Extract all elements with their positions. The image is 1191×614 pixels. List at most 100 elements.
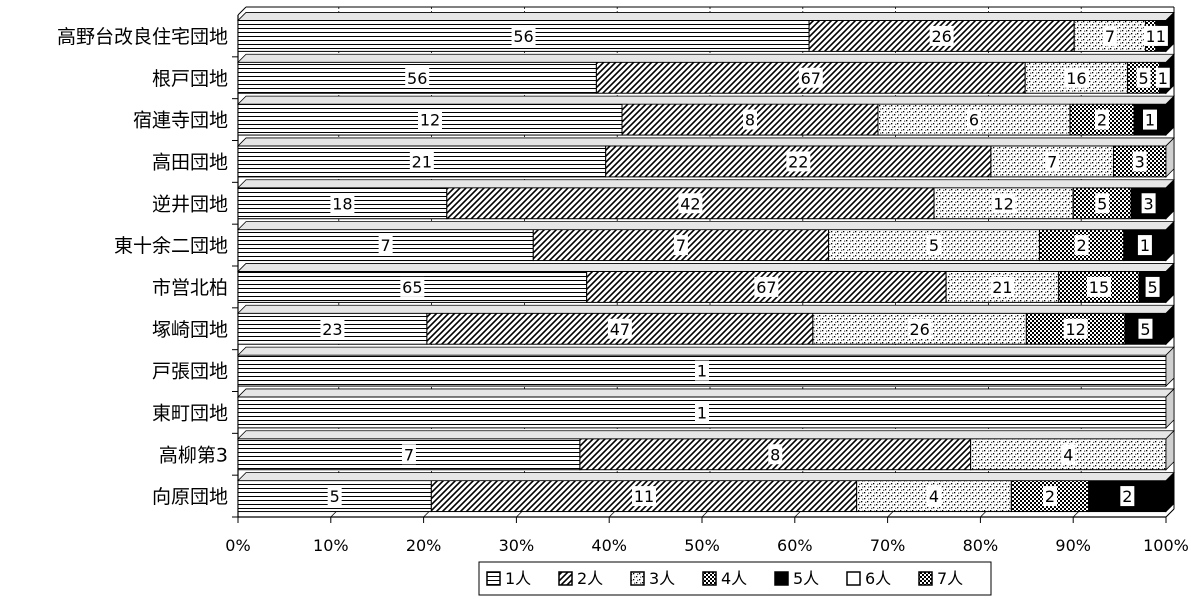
- data-label: 42: [680, 194, 700, 213]
- data-label-bg: [1061, 444, 1076, 465]
- data-label: 56: [407, 69, 427, 88]
- data-label-bg: [1120, 486, 1135, 507]
- x-tick-label: 100%: [1143, 536, 1189, 555]
- data-label: 1: [1156, 27, 1166, 46]
- data-label-bg: [1102, 25, 1117, 46]
- data-label-bg: [1045, 151, 1060, 172]
- bar-side-face: [1165, 262, 1175, 304]
- data-label-bg: [632, 486, 656, 507]
- legend-swatch: [846, 571, 861, 586]
- legend-label: 2人: [577, 569, 603, 588]
- data-label: 8: [770, 445, 780, 464]
- data-label: 56: [513, 27, 533, 46]
- legend-swatch: [702, 571, 717, 586]
- data-label: 1: [1145, 111, 1155, 130]
- bar-top-face: [237, 95, 1175, 105]
- category-label: 高柳第3: [159, 444, 228, 466]
- data-label-bg: [798, 67, 823, 88]
- bar-top-face: [237, 137, 1175, 147]
- data-label: 1: [1146, 27, 1156, 46]
- data-label-bg: [378, 235, 393, 256]
- legend-label: 4人: [721, 569, 747, 588]
- data-label: 1: [697, 403, 707, 422]
- data-label: 4: [929, 487, 939, 506]
- data-label: 5: [929, 236, 939, 255]
- bar-side-face: [1165, 429, 1175, 471]
- data-label: 5: [330, 487, 340, 506]
- x-tick-label: 50%: [684, 536, 720, 555]
- data-label-bg: [1153, 25, 1168, 46]
- data-label-bg: [1086, 276, 1111, 297]
- category-label: 高野台改良住宅団地: [57, 26, 228, 48]
- data-label-bg: [907, 318, 932, 339]
- legend-swatch: [486, 571, 501, 586]
- data-label: 22: [788, 152, 808, 171]
- data-label: 2: [1077, 236, 1087, 255]
- bar-side-face: [1165, 304, 1175, 346]
- legend-swatch: [918, 571, 933, 586]
- bars: 56 26 7 1 156 67 16 5 112 8 6 2 121 22 7 318 42 12 5 37 7 5 2 1…: [237, 11, 1175, 513]
- category-labels: 高野台改良住宅団地根戸団地宿連寺団地高田団地逆井団地東十余二団地市営北柏塚崎団地…: [57, 26, 238, 518]
- data-label-bg: [967, 109, 981, 130]
- data-label: 12: [993, 194, 1013, 213]
- bar-top-face: [237, 179, 1175, 189]
- data-label-bg: [1063, 318, 1088, 339]
- data-label: 7: [676, 236, 686, 255]
- bar-side-face: [1165, 178, 1175, 220]
- data-label-bg: [327, 486, 342, 507]
- data-label: 12: [1065, 320, 1085, 339]
- bar-side-face: [1165, 346, 1175, 388]
- data-label: 2: [1045, 487, 1055, 506]
- data-label: 4: [1063, 445, 1073, 464]
- data-label-bg: [1137, 235, 1152, 256]
- legend-label: 6人: [865, 569, 891, 588]
- bar-top-face: [237, 304, 1175, 314]
- data-label-bg: [786, 151, 811, 172]
- category-label: 戸張団地: [152, 361, 228, 383]
- plot-corner-edge: [237, 6, 247, 16]
- data-label-bg: [418, 109, 442, 130]
- category-label: 逆井団地: [152, 193, 228, 215]
- data-label-bg: [320, 318, 345, 339]
- x-tick-label: 10%: [313, 536, 349, 555]
- data-label-bg: [607, 318, 632, 339]
- data-label-bg: [1136, 67, 1151, 88]
- x-tick-label: 80%: [963, 536, 999, 555]
- data-label: 11: [634, 487, 654, 506]
- data-label-bg: [511, 25, 536, 46]
- x-tick-label: 0%: [225, 536, 250, 555]
- data-label: 12: [420, 111, 440, 130]
- bar-top-face: [237, 430, 1175, 440]
- bar-top-face: [237, 221, 1175, 231]
- category-label: 市営北柏: [152, 277, 228, 299]
- data-label-bg: [1145, 276, 1160, 297]
- data-label-bg: [695, 402, 709, 423]
- data-label-bg: [1141, 193, 1156, 214]
- data-label: 7: [381, 236, 391, 255]
- category-label: 宿連寺団地: [133, 110, 228, 132]
- data-label-bg: [927, 486, 941, 507]
- data-label-bg: [768, 444, 783, 465]
- data-label: 47: [610, 320, 630, 339]
- data-label-bg: [401, 444, 416, 465]
- bar-top-face: [237, 472, 1175, 482]
- data-label-bg: [1155, 67, 1170, 88]
- data-label-bg: [1074, 235, 1089, 256]
- x-axis-ticks: 0% 10% 20% 30% 40% 50% 60% 70% 80% 90% 100%: [225, 517, 1189, 555]
- data-label-bg: [990, 276, 1015, 297]
- data-label-bg: [1064, 67, 1089, 88]
- x-tick-label: 30%: [499, 536, 535, 555]
- data-label-bg: [1132, 151, 1147, 172]
- data-label: 7: [1105, 27, 1115, 46]
- data-label: 1: [1140, 236, 1150, 255]
- category-label: 根戸団地: [152, 68, 228, 90]
- data-label-bg: [1095, 193, 1110, 214]
- data-label: 65: [402, 278, 422, 297]
- data-label: 5: [1097, 194, 1107, 213]
- data-label: 7: [404, 445, 414, 464]
- bar-top-face: [237, 53, 1175, 63]
- data-label-bg: [929, 25, 954, 46]
- bar-segment: [237, 187, 448, 220]
- data-label-bg: [1043, 486, 1057, 507]
- data-label: 5: [1140, 320, 1150, 339]
